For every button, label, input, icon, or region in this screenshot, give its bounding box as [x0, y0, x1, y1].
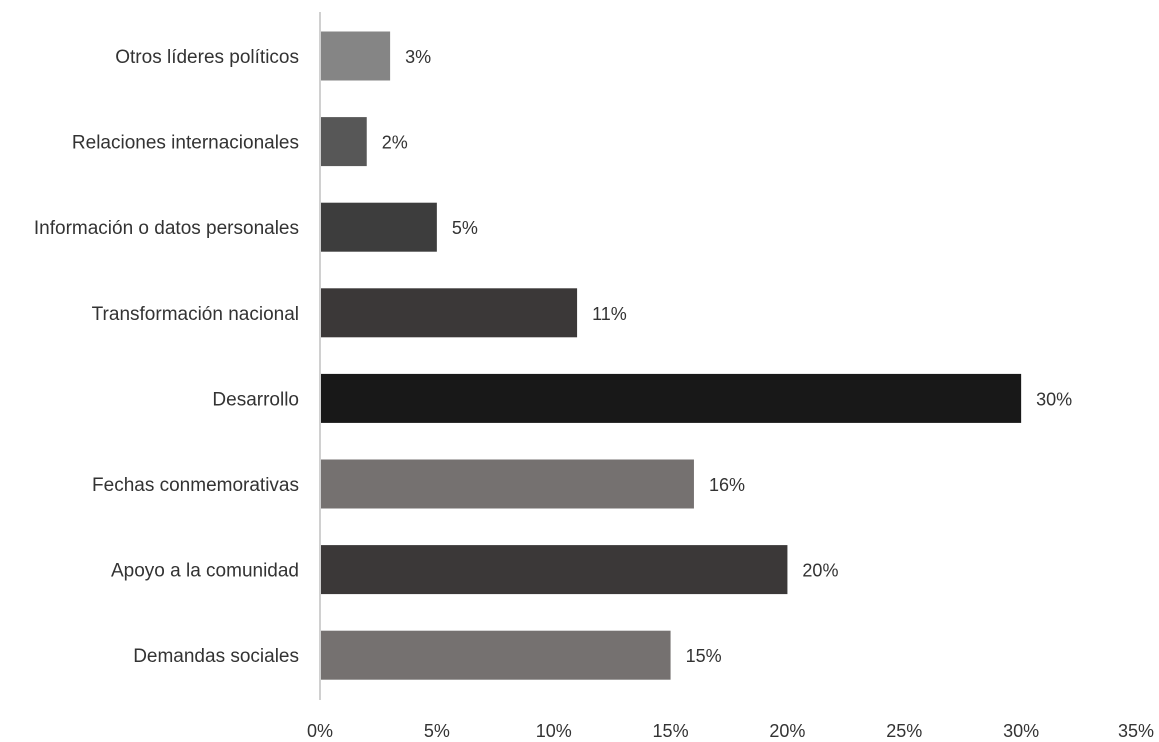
category-label: Apoyo a la comunidad — [111, 561, 299, 582]
bar — [321, 545, 788, 595]
category-label: Demandas sociales — [133, 646, 299, 667]
bar — [321, 459, 694, 509]
value-label: 3% — [405, 47, 431, 67]
x-tick-label: 0% — [307, 721, 333, 741]
category-label: Información o datos personales — [34, 218, 299, 239]
x-tick-label: 10% — [536, 721, 572, 741]
value-label: 5% — [452, 218, 478, 238]
value-label: 16% — [709, 475, 745, 495]
bars-group — [321, 31, 1022, 680]
value-labels-group: 3% 2% 5% 11% 30% 16% 20% 15% — [382, 47, 1072, 666]
bar — [321, 373, 1022, 423]
value-label: 11% — [592, 304, 627, 324]
category-label: Transformación nacional — [92, 304, 299, 325]
category-label: Relaciones internacionales — [72, 133, 299, 154]
value-label: 30% — [1036, 389, 1072, 409]
value-label: 2% — [382, 133, 408, 153]
bar — [321, 630, 671, 680]
value-label: 20% — [802, 561, 838, 581]
category-label: Otros líderes políticos — [115, 47, 299, 68]
x-axis-ticks-group: 0% 5% 10% 15% 20% 25% 30% 35% — [307, 721, 1154, 741]
x-tick-label: 25% — [886, 721, 922, 741]
x-tick-label: 20% — [769, 721, 805, 741]
bar — [321, 117, 367, 167]
bar — [321, 288, 578, 338]
x-tick-label: 30% — [1003, 721, 1039, 741]
bar — [321, 202, 437, 252]
category-label: Fechas conmemorativas — [92, 475, 299, 496]
category-labels-group: Otros líderes políticos Relaciones intern… — [34, 47, 299, 667]
x-tick-label: 35% — [1118, 721, 1154, 741]
value-label: 15% — [686, 646, 722, 666]
bar — [321, 31, 391, 81]
category-label: Desarrollo — [212, 389, 299, 410]
x-tick-label: 5% — [424, 721, 450, 741]
x-tick-label: 15% — [653, 721, 689, 741]
